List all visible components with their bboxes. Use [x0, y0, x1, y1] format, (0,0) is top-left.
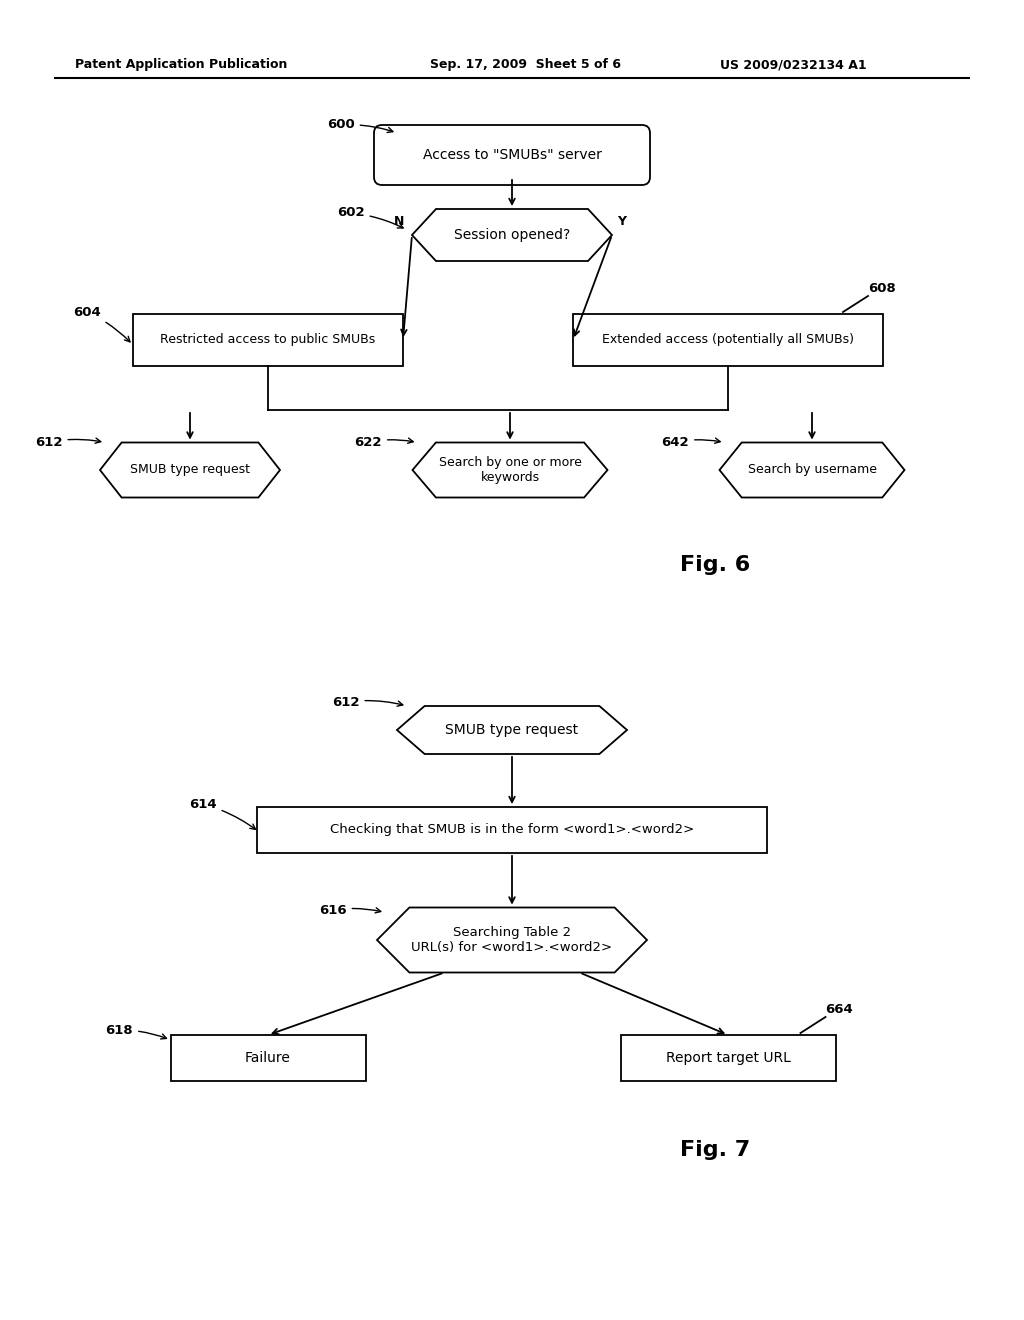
- Polygon shape: [720, 442, 904, 498]
- Text: 612: 612: [332, 696, 402, 709]
- Text: Failure: Failure: [245, 1051, 291, 1065]
- Bar: [573, 314, 883, 366]
- Text: 604: 604: [73, 305, 130, 342]
- Text: Access to "SMUBs" server: Access to "SMUBs" server: [423, 148, 601, 162]
- Bar: [621, 1035, 836, 1081]
- Polygon shape: [412, 209, 612, 261]
- Polygon shape: [100, 442, 280, 498]
- Text: Extended access (potentially all SMUBs): Extended access (potentially all SMUBs): [602, 334, 854, 346]
- Text: 664: 664: [825, 1003, 853, 1016]
- Text: N: N: [394, 215, 404, 228]
- Text: Search by username: Search by username: [748, 463, 877, 477]
- Text: Report target URL: Report target URL: [666, 1051, 791, 1065]
- Text: 608: 608: [868, 282, 896, 294]
- Text: 642: 642: [662, 436, 720, 449]
- Bar: [257, 807, 767, 853]
- Text: Y: Y: [617, 215, 626, 228]
- Text: Fig. 7: Fig. 7: [680, 1140, 751, 1160]
- Text: 622: 622: [354, 436, 414, 449]
- Polygon shape: [413, 442, 607, 498]
- Text: Searching Table 2
URL(s) for <word1>.<word2>: Searching Table 2 URL(s) for <word1>.<wo…: [412, 927, 612, 954]
- Text: Search by one or more
keywords: Search by one or more keywords: [438, 455, 582, 484]
- Bar: [133, 314, 403, 366]
- Text: 616: 616: [319, 903, 381, 916]
- Text: Sep. 17, 2009  Sheet 5 of 6: Sep. 17, 2009 Sheet 5 of 6: [430, 58, 621, 71]
- Text: SMUB type request: SMUB type request: [445, 723, 579, 737]
- Text: Checking that SMUB is in the form <word1>.<word2>: Checking that SMUB is in the form <word1…: [330, 824, 694, 837]
- Polygon shape: [377, 908, 647, 973]
- Text: 600: 600: [327, 119, 393, 132]
- Text: Restricted access to public SMUBs: Restricted access to public SMUBs: [161, 334, 376, 346]
- Text: SMUB type request: SMUB type request: [130, 463, 250, 477]
- Text: Patent Application Publication: Patent Application Publication: [75, 58, 288, 71]
- Text: 612: 612: [35, 436, 100, 449]
- Text: US 2009/0232134 A1: US 2009/0232134 A1: [720, 58, 866, 71]
- Bar: [171, 1035, 366, 1081]
- FancyBboxPatch shape: [374, 125, 650, 185]
- Text: Fig. 6: Fig. 6: [680, 554, 751, 576]
- Text: 614: 614: [189, 797, 256, 829]
- Text: 618: 618: [105, 1023, 167, 1039]
- Polygon shape: [397, 706, 627, 754]
- Text: 602: 602: [337, 206, 403, 228]
- Text: Session opened?: Session opened?: [454, 228, 570, 242]
